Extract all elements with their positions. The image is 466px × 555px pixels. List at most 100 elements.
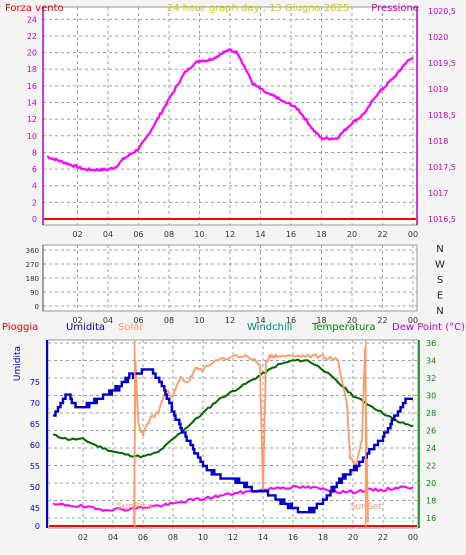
y-tick-label-left-zero: 0 [35,522,40,531]
y-tick-label-right: 1018,5 [428,111,456,120]
y-tick-label-right: 1018 [428,137,448,146]
x-tick-label: 10 [194,230,204,239]
y-tick-label-left: 55 [30,462,40,471]
chart-title: 24 hour graph day , 13 Giugno 2025 [167,3,350,14]
legend-dew-point: Dew Point (°C) [392,322,465,333]
x-tick-label: 04 [103,230,113,239]
y-tick-label-left: 18 [27,65,37,74]
x-tick-label: 22 [377,316,387,325]
y-tick-label-left: 10 [27,132,37,141]
y-tick-label-right: 1017 [428,189,448,198]
y-tick-label-left: 8 [32,148,37,157]
y-tick-label-right: 28 [426,409,436,418]
y-tick-label-right: 32 [426,374,436,383]
x-tick-label: 06 [133,230,143,239]
sunrise-annotation: SunRise [117,502,154,512]
weather-panel: 45 50 55 60 65 70 75 0 16 18 20 22 24 26 28 30 32 34 36 0… [2,322,465,542]
x-tick-label: 18 [316,230,326,239]
y-tick-label-left: 20 [27,49,37,58]
left-axis-title-bottom: Umidita [13,346,23,381]
right-axis-label: Pressione [371,3,419,14]
x-tick-label: 20 [348,533,358,542]
x-tick-label: 12 [225,230,235,239]
x-tick-label: 02 [72,230,82,239]
series-line-pressione [46,48,414,172]
x-tick-label: 16 [288,533,298,542]
x-tick-label: 02 [78,533,88,542]
y-tick-label-right: 1019,5 [428,59,456,68]
x-tick-label: 06 [133,316,143,325]
y-tick-label-direction: 270 [26,261,39,269]
y-tick-label-right: 1016,5 [428,215,456,224]
y-tick-label-right: 18 [426,497,436,506]
y-tick-label-right: 24 [426,444,436,453]
series-line-dew-point [52,485,414,512]
y-tick-label-left: 4 [32,182,37,191]
x-tick-label: 14 [258,533,268,542]
series-line-umidita [53,368,413,514]
y-tick-label-left: 45 [30,504,40,513]
x-tick-label: 06 [138,533,148,542]
series-line-temperatura [52,358,414,459]
y-tick-label-right: 30 [426,392,436,401]
x-tick-label: 08 [168,533,178,542]
x-tick-label: 22 [377,230,387,239]
y-tick-label-left: 60 [30,441,40,450]
x-tick-label: 14 [255,316,265,325]
left-axis-label: Forza vento [5,3,64,14]
y-tick-label-left: 14 [27,99,37,108]
y-tick-label-right: 26 [426,427,436,436]
x-tick-label: 00 [408,533,418,542]
y-tick-label-left: 0 [32,215,37,224]
y-tick-label-right: 16 [426,514,436,523]
y-tick-label-right: 34 [426,357,436,366]
sunset-annotation: SunSet [350,502,382,512]
y-tick-label-direction: 180 [26,275,39,283]
direction-label: N [436,244,443,255]
legend-windchill: Windchill [247,322,292,333]
x-tick-label: 12 [225,316,235,325]
x-tick-label: 20 [347,230,357,239]
y-tick-label-left: 2 [32,198,37,207]
legend-temperatura: Temperatura [311,322,376,333]
x-tick-label: 18 [316,316,326,325]
y-tick-label-left: 70 [30,399,40,408]
y-tick-label-left: 65 [30,420,40,429]
y-tick-label-right: 20 [426,479,436,488]
x-tick-label: 10 [194,316,204,325]
direction-label: S [437,275,443,286]
y-tick-label-right: 1019 [428,85,448,94]
y-tick-label-right: 22 [426,462,436,471]
y-tick-label-left: 16 [27,82,37,91]
x-tick-label: 14 [255,230,265,239]
y-tick-label-left: 24 [27,15,37,24]
x-tick-label: 10 [198,533,208,542]
series-line-solar [133,347,369,525]
legend-umidita: Umidita [66,322,105,333]
y-tick-label-direction: 90 [30,289,39,297]
x-tick-label: 02 [72,316,82,325]
y-tick-label-left: 50 [30,483,40,492]
legend-pioggia: Pioggia [2,322,38,333]
x-tick-label: 00 [408,316,418,325]
y-tick-label-right: 1020 [428,33,448,42]
y-tick-label-right: 36 [426,339,436,348]
x-tick-label: 16 [286,230,296,239]
x-tick-label: 18 [318,533,328,542]
y-tick-label-right: 1017,5 [428,163,456,172]
y-tick-label-direction: 360 [26,247,39,255]
x-tick-label: 04 [108,533,118,542]
direction-label: N [436,306,443,317]
y-tick-label-left: 6 [32,165,37,174]
x-tick-label: 16 [286,316,296,325]
x-tick-label: 04 [103,316,113,325]
x-tick-label: 08 [164,230,174,239]
direction-label: E [437,291,443,302]
x-tick-label: 12 [228,533,238,542]
y-tick-label-right: 1020,5 [428,7,456,16]
y-tick-label-left: 22 [27,32,37,41]
y-tick-label-direction: 0 [35,303,39,311]
